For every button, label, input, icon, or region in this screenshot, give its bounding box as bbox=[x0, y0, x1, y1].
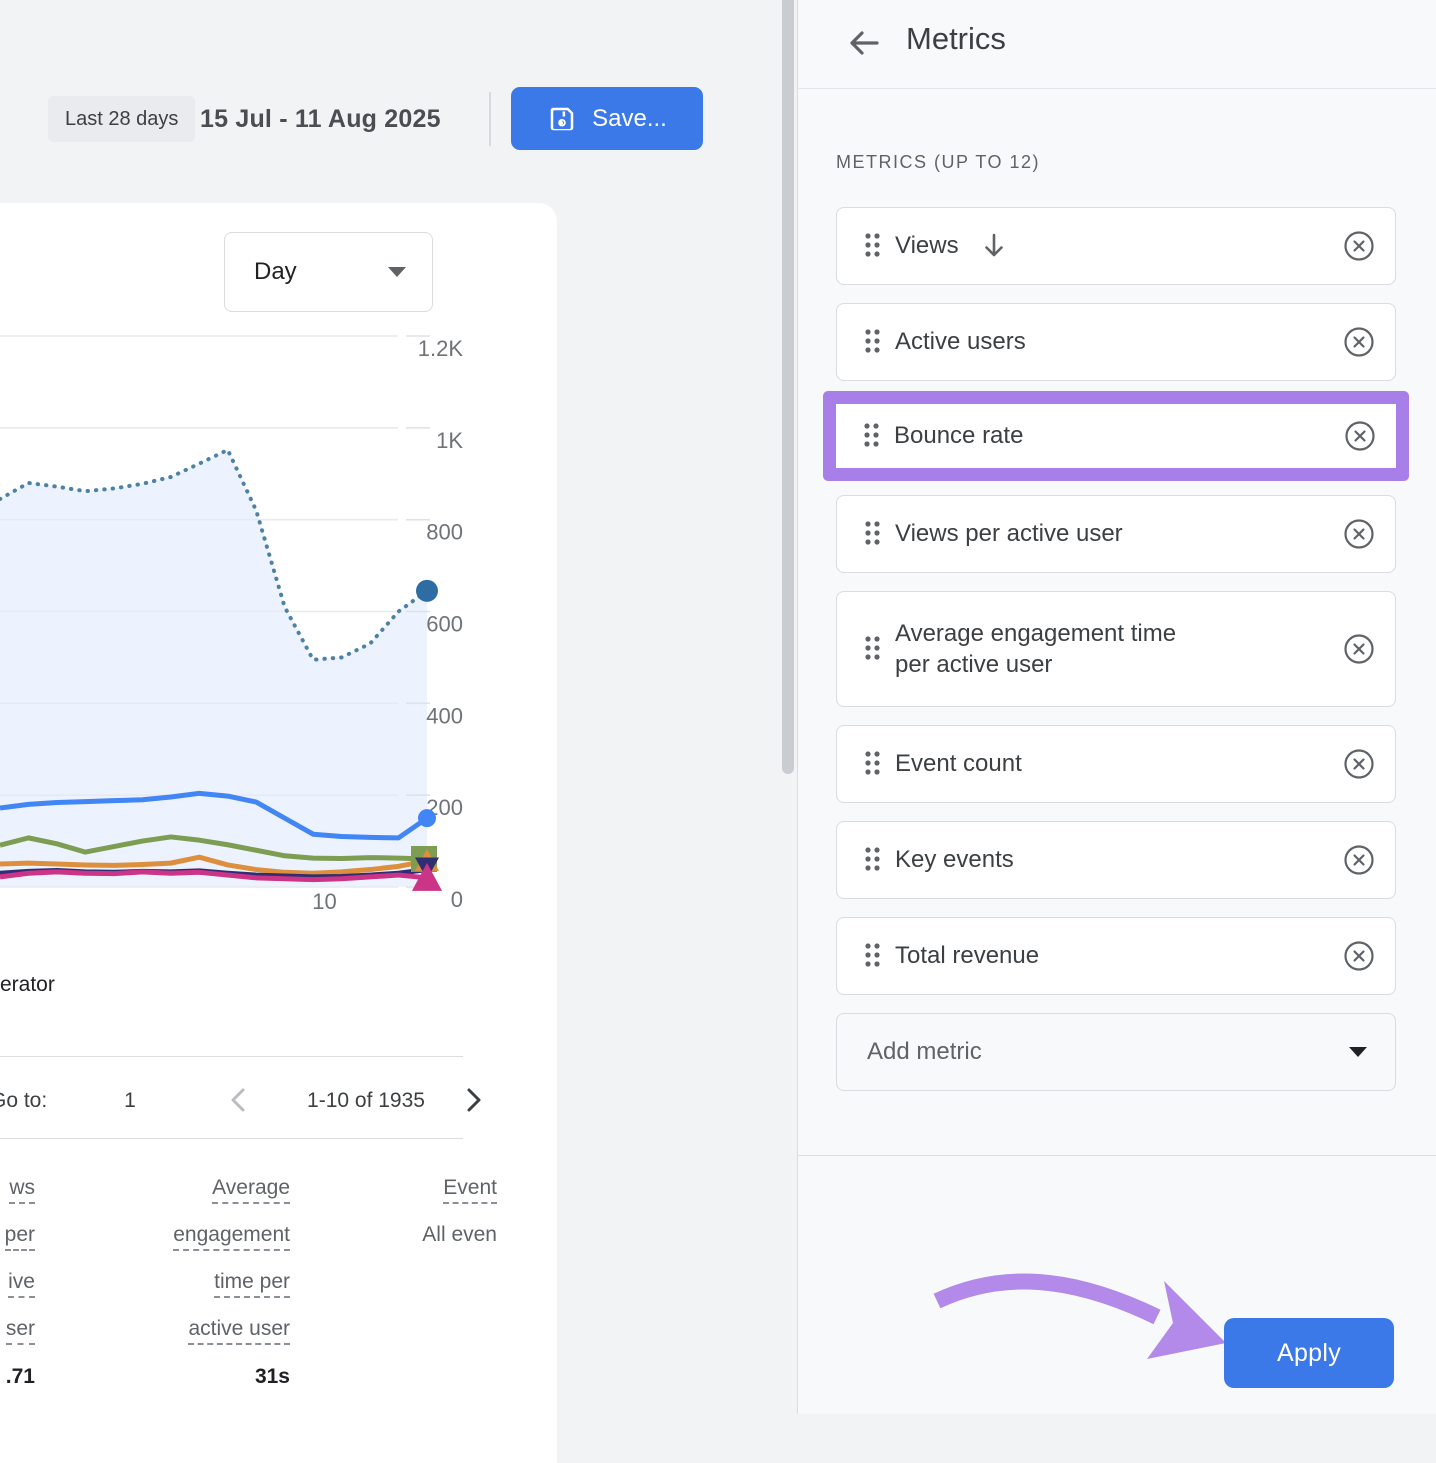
metric-item-label: Views per active user bbox=[895, 520, 1123, 547]
metric-item-key-events[interactable]: Key events bbox=[836, 821, 1396, 899]
metric-item-label: Views bbox=[895, 232, 959, 259]
metric-item-label: Event count bbox=[895, 750, 1022, 777]
metric-item-active-users[interactable]: Active users bbox=[836, 303, 1396, 381]
drag-handle-icon[interactable] bbox=[863, 635, 883, 663]
back-arrow-icon[interactable] bbox=[844, 24, 882, 62]
metrics-panel: Metrics METRICS (UP TO 12) Views Active u… bbox=[797, 0, 1436, 1414]
chevron-down-icon bbox=[388, 267, 406, 277]
remove-metric-icon[interactable] bbox=[1343, 518, 1375, 550]
metric-item-views[interactable]: Views bbox=[836, 207, 1396, 285]
column-header-event-count[interactable]: Event All even bbox=[380, 1168, 497, 1258]
column-header-line: time per bbox=[214, 1270, 290, 1298]
metric-item-views-per-active-user[interactable]: Views per active user bbox=[836, 495, 1396, 573]
metrics-panel-header: Metrics bbox=[798, 0, 1436, 89]
column-header-line: ws bbox=[9, 1176, 35, 1204]
y-axis-label: 0 bbox=[451, 887, 463, 912]
chart-line-series-magenta bbox=[0, 869, 428, 883]
chart-line-views-trend-dotted bbox=[0, 447, 429, 662]
drag-handle-icon[interactable] bbox=[863, 328, 883, 356]
chevron-right-icon[interactable] bbox=[460, 1085, 486, 1115]
chevron-down-icon bbox=[1349, 1047, 1367, 1057]
panel-title: Metrics bbox=[906, 21, 1006, 56]
column-header-line: ive bbox=[8, 1270, 35, 1298]
add-metric-label: Add metric bbox=[867, 1038, 982, 1065]
drag-handle-icon[interactable] bbox=[863, 520, 883, 548]
save-button[interactable]: Save... bbox=[511, 87, 703, 150]
metric-item-label: Active users bbox=[895, 328, 1026, 355]
drag-handle-icon[interactable] bbox=[863, 942, 883, 970]
metric-item-average-engagement-time-per-active-user[interactable]: Average engagement time per active user bbox=[836, 591, 1396, 707]
vertical-scrollbar[interactable] bbox=[782, 0, 794, 774]
drag-handle-icon[interactable] bbox=[863, 232, 883, 260]
column-header-line: engagement bbox=[173, 1223, 290, 1251]
highlight-annotation-box: Bounce rate bbox=[823, 391, 1409, 481]
apply-button[interactable]: Apply bbox=[1224, 1318, 1394, 1388]
pagination-range: 1-10 of 1935 bbox=[307, 1089, 425, 1112]
chevron-left-icon[interactable] bbox=[226, 1085, 252, 1115]
divider bbox=[798, 1155, 1436, 1156]
divider bbox=[0, 1056, 463, 1057]
metric-item-bounce-rate[interactable]: Bounce rate bbox=[836, 404, 1396, 468]
metrics-list: Views Active users Bounce rate Views per ac… bbox=[823, 207, 1409, 1091]
annotation-arrow bbox=[933, 1273, 1226, 1359]
drag-handle-icon[interactable] bbox=[863, 846, 883, 874]
remove-metric-icon[interactable] bbox=[1343, 633, 1375, 665]
toolbar-divider bbox=[489, 92, 491, 146]
end-marker-views-trend-dotted bbox=[416, 579, 438, 602]
drag-handle-icon[interactable] bbox=[862, 422, 882, 450]
remove-metric-icon[interactable] bbox=[1344, 420, 1376, 452]
metrics-section-label: METRICS (UP TO 12) bbox=[836, 152, 1041, 172]
y-axis-label: 800 bbox=[426, 520, 463, 545]
column-header-avg-engagement-time[interactable]: Average engagement time per active user bbox=[110, 1168, 290, 1356]
metric-item-event-count[interactable]: Event count bbox=[836, 725, 1396, 803]
chart-line-active-users bbox=[0, 790, 429, 841]
remove-metric-icon[interactable] bbox=[1343, 748, 1375, 780]
column-header-line: All even bbox=[422, 1223, 497, 1246]
table-context-label: erator bbox=[0, 973, 55, 996]
chart-area-fill bbox=[0, 449, 427, 887]
remove-metric-icon[interactable] bbox=[1343, 940, 1375, 972]
chart-line-series-orange bbox=[0, 854, 428, 876]
date-range-chip[interactable]: Last 28 days bbox=[48, 96, 196, 142]
end-marker-series-magenta bbox=[412, 862, 442, 891]
metric-item-total-revenue[interactable]: Total revenue bbox=[836, 917, 1396, 995]
column-header-line: Event bbox=[443, 1176, 497, 1204]
metric-item-label: Total revenue bbox=[895, 942, 1040, 969]
table-cell-value: 31s bbox=[254, 1365, 290, 1388]
y-axis-label: 1K bbox=[436, 428, 463, 453]
remove-metric-icon[interactable] bbox=[1343, 326, 1375, 358]
metric-item-label: Average engagement time per active user bbox=[895, 620, 1177, 678]
divider bbox=[0, 1138, 463, 1139]
drag-handle-icon[interactable] bbox=[863, 750, 883, 778]
column-header-line: ser bbox=[5, 1317, 35, 1345]
date-range-text[interactable]: 15 Jul - 11 Aug 2025 bbox=[200, 104, 441, 133]
y-axis-label: 1.2K bbox=[418, 336, 464, 361]
column-header-line: Average bbox=[212, 1176, 290, 1204]
x-axis-label: 10 bbox=[312, 889, 336, 914]
page-number-input[interactable]: 1 bbox=[124, 1089, 136, 1112]
remove-metric-icon[interactable] bbox=[1343, 844, 1375, 876]
sort-descending-icon[interactable] bbox=[979, 231, 1009, 261]
column-header-line: active user bbox=[188, 1317, 290, 1345]
metric-item-label: Key events bbox=[895, 846, 1014, 873]
save-button-label: Save... bbox=[592, 104, 667, 132]
end-marker-active-users bbox=[418, 809, 436, 828]
chart-line-series-green bbox=[0, 834, 428, 862]
granularity-select-value: Day bbox=[254, 258, 297, 285]
metric-item-label: Bounce rate bbox=[894, 422, 1024, 449]
table-cell-value: .71 bbox=[5, 1365, 35, 1388]
save-icon bbox=[550, 107, 574, 130]
column-header-line: per bbox=[4, 1223, 35, 1251]
column-header-views-per-active-user[interactable]: ws per ive ser bbox=[0, 1168, 35, 1356]
granularity-select[interactable]: Day bbox=[224, 232, 433, 312]
add-metric-dropdown[interactable]: Add metric bbox=[836, 1013, 1396, 1091]
y-axis-label: 600 bbox=[426, 612, 463, 637]
remove-metric-icon[interactable] bbox=[1343, 230, 1375, 262]
y-axis-label: 400 bbox=[426, 703, 463, 728]
goto-label: Go to: bbox=[0, 1089, 48, 1112]
